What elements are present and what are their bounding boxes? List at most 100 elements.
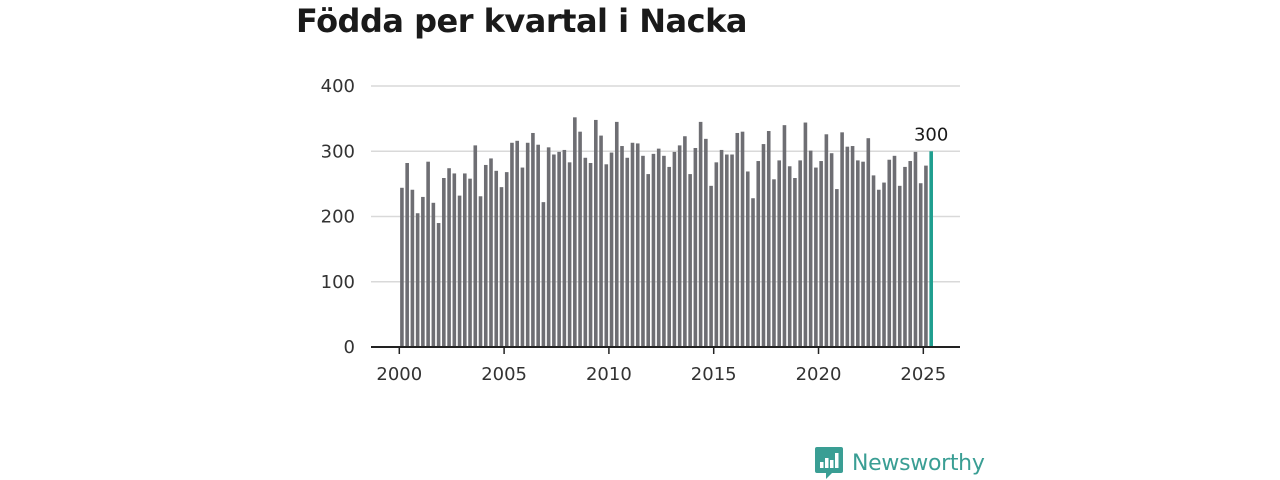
newsworthy-logo-icon	[815, 447, 843, 479]
bar	[840, 132, 844, 347]
bar	[756, 161, 761, 347]
bar	[473, 145, 478, 347]
bar	[693, 147, 698, 347]
bar	[625, 157, 630, 347]
bar	[913, 151, 918, 347]
bar	[604, 164, 609, 347]
bar	[562, 149, 567, 347]
y-tick-label: 200	[321, 207, 355, 228]
bar	[882, 182, 886, 347]
bar	[588, 163, 593, 347]
bar	[494, 170, 499, 347]
bar	[447, 168, 451, 347]
bar	[452, 173, 457, 347]
bar	[745, 171, 750, 347]
chart-title: Födda per kvartal i Nacka	[296, 2, 747, 40]
brand-name: Newsworthy	[852, 450, 985, 476]
bar	[656, 148, 661, 347]
bar	[866, 138, 871, 347]
bar	[546, 147, 551, 347]
bar	[515, 140, 519, 347]
bar	[609, 152, 614, 347]
bar-highlight	[929, 151, 933, 347]
bar	[436, 223, 441, 347]
bar	[845, 146, 850, 347]
bar	[829, 153, 834, 347]
bar	[594, 119, 598, 348]
bar	[525, 142, 530, 347]
bar	[803, 122, 808, 347]
bar	[892, 155, 897, 347]
bar	[457, 195, 462, 347]
bar	[641, 155, 645, 347]
bar	[861, 161, 865, 347]
bar	[766, 131, 771, 347]
bar	[431, 202, 436, 347]
y-tick-label: 100	[321, 272, 355, 293]
bar	[876, 189, 881, 347]
bar	[824, 134, 829, 347]
bar	[630, 142, 635, 347]
bar	[421, 196, 425, 347]
bar	[698, 121, 703, 347]
bar	[850, 146, 855, 347]
bar	[499, 187, 504, 347]
bar	[468, 178, 472, 347]
bar	[651, 153, 656, 347]
data-labels: 300	[914, 124, 948, 145]
bar	[510, 142, 514, 347]
bar	[483, 164, 488, 347]
bar	[583, 157, 588, 347]
brand-logo[interactable]: Newsworthy	[814, 446, 985, 480]
data-label: 300	[914, 124, 948, 145]
bar	[667, 166, 671, 347]
bar	[793, 178, 797, 347]
bar	[704, 138, 708, 347]
bar	[578, 131, 582, 347]
bar	[924, 165, 928, 347]
bar	[683, 136, 687, 347]
bar	[897, 185, 902, 347]
bar	[814, 167, 818, 347]
x-tick-label: 2010	[586, 364, 632, 385]
bar	[620, 146, 624, 347]
bar	[761, 144, 766, 347]
bar	[614, 121, 619, 347]
y-tick-label: 400	[321, 76, 355, 97]
y-tick-label: 300	[321, 141, 355, 162]
bar	[819, 161, 823, 347]
bar	[442, 178, 446, 347]
bar	[536, 144, 540, 347]
bar	[835, 189, 839, 347]
x-tick-label: 2000	[376, 364, 422, 385]
bar	[552, 154, 556, 347]
bar	[662, 155, 666, 347]
bar	[772, 179, 776, 347]
bar	[646, 174, 651, 347]
bar	[557, 151, 561, 347]
bar	[573, 117, 577, 347]
bar	[520, 167, 525, 347]
x-tick-label: 2005	[481, 364, 527, 385]
bar-series	[400, 117, 933, 348]
bar	[725, 154, 729, 347]
bar	[400, 187, 404, 347]
x-tick-label: 2025	[900, 364, 946, 385]
bar	[777, 160, 782, 347]
x-tick-label: 2015	[691, 364, 737, 385]
bar	[567, 162, 572, 347]
bar	[415, 213, 420, 347]
bar	[918, 183, 923, 347]
bar	[489, 158, 493, 347]
bar	[599, 135, 603, 347]
bar	[504, 172, 509, 347]
bar	[730, 154, 734, 347]
bar	[635, 143, 640, 347]
bar	[903, 166, 907, 347]
bar	[709, 185, 713, 347]
bar	[751, 198, 755, 347]
bar	[798, 160, 802, 347]
bar	[740, 131, 745, 347]
bar	[478, 196, 483, 347]
